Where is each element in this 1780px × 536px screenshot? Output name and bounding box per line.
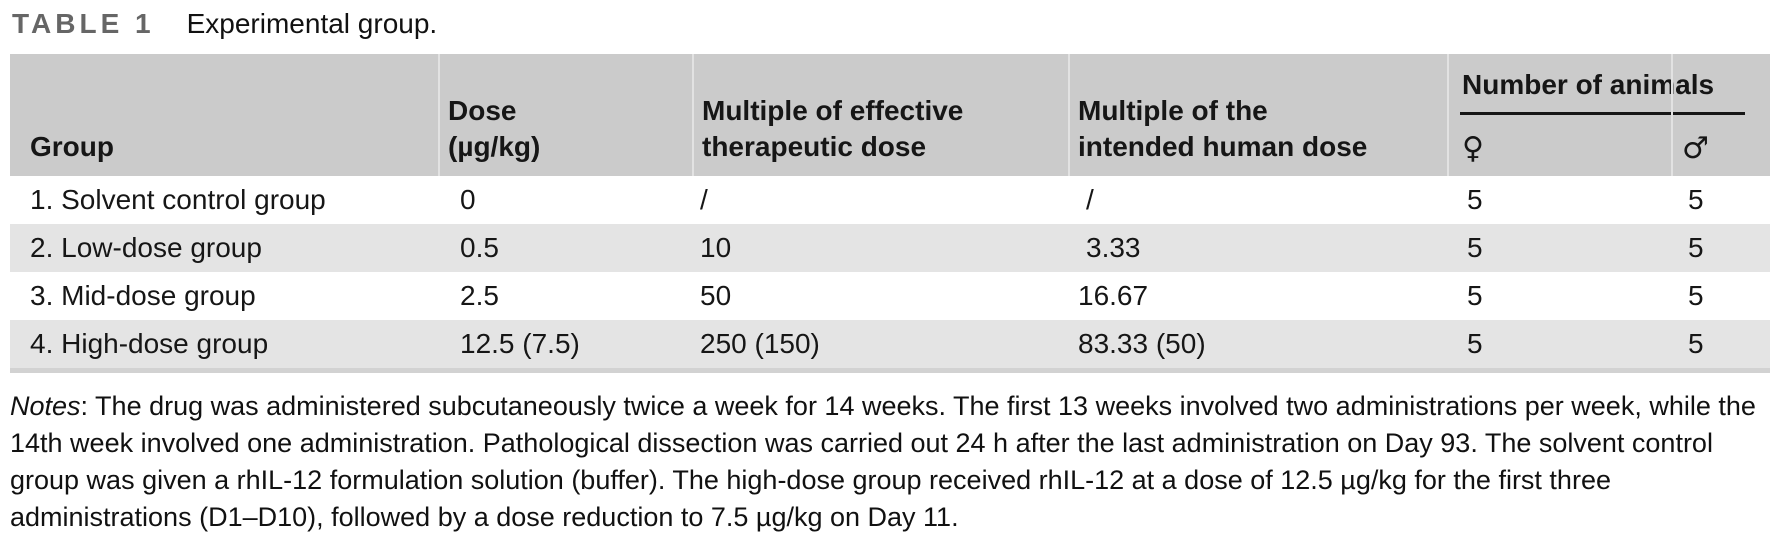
cell-female-count: 5 bbox=[1467, 184, 1483, 215]
table-notes: Notes: The drug was administered subcuta… bbox=[10, 388, 1762, 536]
cell-dose: 0.5 bbox=[460, 232, 499, 263]
cell-female-count: 5 bbox=[1467, 328, 1483, 359]
cell-male-count: 5 bbox=[1688, 280, 1704, 311]
cell-multiple-human: 16.67 bbox=[1078, 280, 1149, 311]
cell-female-count: 5 bbox=[1467, 280, 1483, 311]
cell-group: 1. Solvent control group bbox=[30, 184, 326, 215]
cell-group: 4. High-dose group bbox=[30, 328, 269, 359]
cell-male-count: 5 bbox=[1688, 184, 1704, 215]
table-number-label: TABLE 1 bbox=[12, 8, 155, 39]
cell-group: 3. Mid-dose group bbox=[30, 280, 256, 311]
male-header-symbol: ♂ bbox=[1671, 131, 1770, 176]
col-header-number-of-animals: Number of animals ♀ ♂ bbox=[1447, 54, 1770, 176]
table-row: 3. Mid-dose group 2.5 50 16.67 5 5 bbox=[10, 272, 1770, 320]
cell-group: 2. Low-dose group bbox=[30, 232, 262, 263]
number-of-animals-label: Number of animals bbox=[1462, 69, 1715, 100]
cell-dose: 12.5 (7.5) bbox=[460, 328, 580, 359]
cell-multiple-human: 83.33 (50) bbox=[1078, 328, 1206, 359]
table-row: 1. Solvent control group 0 / / 5 5 bbox=[10, 176, 1770, 224]
cell-multiple-human: 3.33 bbox=[1086, 232, 1141, 263]
table-caption: Experimental group. bbox=[186, 8, 438, 39]
col-header-multiple-human: Multiple of the intended human dose bbox=[1068, 54, 1447, 176]
notes-label: Notes bbox=[10, 391, 81, 421]
table-title-row: TABLE 1 Experimental group. bbox=[0, 0, 1780, 44]
col-header-multiple-effective: Multiple of effective therapeutic dose bbox=[692, 54, 1068, 176]
cell-dose: 2.5 bbox=[460, 280, 499, 311]
male-icon: ♂ bbox=[1682, 131, 1709, 166]
cell-dose: 0 bbox=[460, 184, 476, 215]
cell-male-count: 5 bbox=[1688, 232, 1704, 263]
cell-multiple-effective: 10 bbox=[700, 232, 732, 263]
header-column-divider bbox=[1671, 54, 1673, 176]
female-icon: ♀ bbox=[1462, 131, 1484, 166]
female-header-symbol: ♀ bbox=[1449, 131, 1671, 176]
table-bottom-border bbox=[10, 368, 1770, 373]
cell-multiple-effective: 250 (150) bbox=[700, 328, 820, 359]
table-header-row: Group Dose (µg/kg) Multiple of effective… bbox=[10, 54, 1770, 176]
cell-female-count: 5 bbox=[1467, 232, 1483, 263]
experimental-group-table: Group Dose (µg/kg) Multiple of effective… bbox=[10, 54, 1770, 373]
col-header-group: Group bbox=[30, 131, 114, 162]
col-header-dose: Dose (µg/kg) bbox=[438, 54, 692, 176]
cell-multiple-effective: / bbox=[700, 184, 708, 215]
cell-multiple-human: / bbox=[1086, 184, 1094, 215]
number-of-animals-rule bbox=[1460, 112, 1745, 115]
cell-multiple-effective: 50 bbox=[700, 280, 732, 311]
cell-male-count: 5 bbox=[1688, 328, 1704, 359]
notes-text: : The drug was administered subcutaneous… bbox=[10, 391, 1756, 532]
table-row: 4. High-dose group 12.5 (7.5) 250 (150) … bbox=[10, 320, 1770, 368]
table-row: 2. Low-dose group 0.5 10 3.33 5 5 bbox=[10, 224, 1770, 272]
